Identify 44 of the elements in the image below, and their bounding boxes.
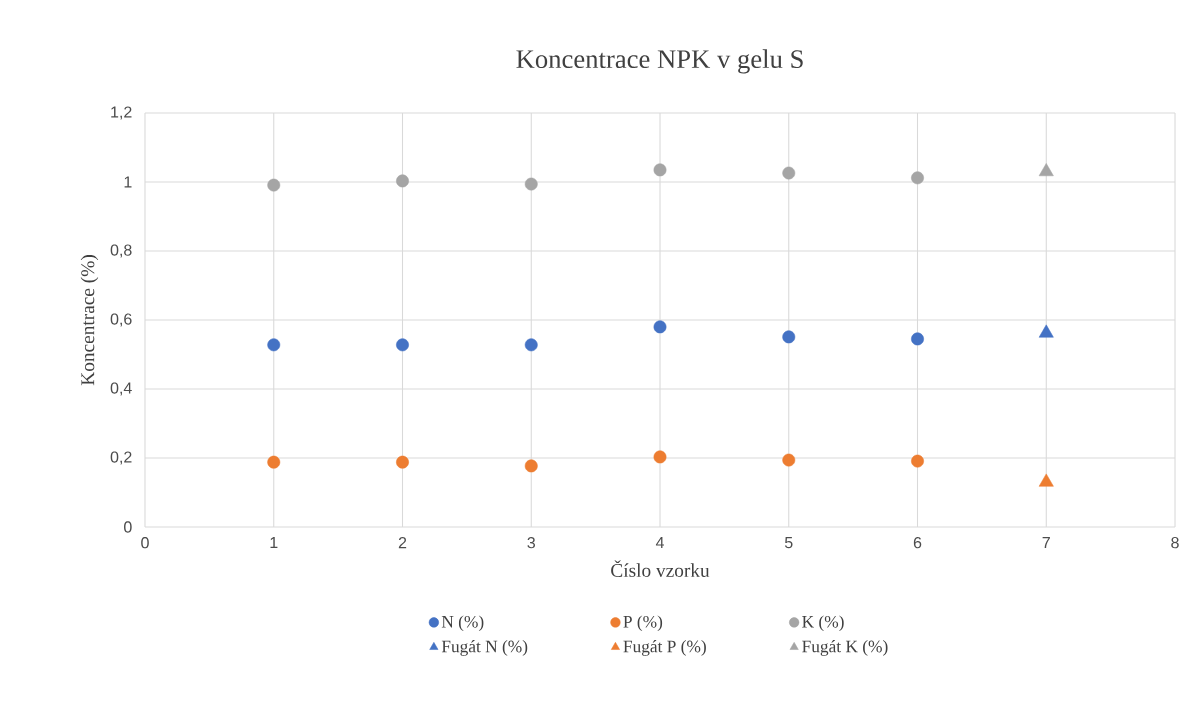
point: [524, 338, 538, 352]
y-axis-title: Koncentrace (%): [80, 255, 99, 386]
point: [267, 338, 281, 352]
legend-label: Fugát P (%): [623, 640, 706, 656]
x-tick-label: 2: [398, 537, 407, 549]
y-tick-label: 0,2: [110, 451, 132, 465]
point: [396, 455, 409, 469]
x-tick-label: 7: [1042, 537, 1050, 549]
x-axis-title: Číslo vzorku: [611, 560, 710, 577]
point: [267, 178, 281, 192]
legend-label: P (%): [623, 615, 663, 632]
x-tick-label: 3: [527, 537, 535, 549]
point: [653, 320, 667, 334]
legend-label: Fugát N (%): [441, 640, 528, 656]
x-tick-label: 8: [1171, 537, 1179, 549]
point: [396, 338, 409, 352]
chart-title: Koncentrace NPK v gelu S: [516, 49, 803, 74]
y-tick-label: 0: [124, 521, 132, 533]
point: [653, 163, 667, 177]
point: [524, 177, 538, 191]
point: [782, 453, 796, 467]
x-tick-label: 0: [141, 537, 149, 549]
y-tick-label: 1: [124, 176, 132, 188]
y-tick-label: 0,4: [110, 382, 132, 396]
point: [653, 450, 667, 464]
y-tick-label: 1,2: [111, 106, 132, 120]
point: [782, 330, 796, 344]
point: [911, 454, 924, 468]
point: [267, 455, 281, 469]
point: [782, 166, 796, 180]
legend-label: K (%): [802, 615, 844, 632]
x-tick-label: 1: [270, 537, 278, 549]
x-tick-label: 5: [784, 537, 793, 549]
x-tick-label: 4: [655, 537, 664, 549]
point: [911, 332, 924, 346]
y-tick-label: 0,8: [110, 244, 132, 258]
legend-label: Fugát K (%): [802, 640, 888, 656]
point: [1038, 163, 1054, 177]
legend-label: N (%): [441, 615, 484, 632]
x-tick-label: 6: [913, 537, 922, 549]
point: [396, 174, 409, 188]
point: [524, 459, 538, 473]
point: [911, 171, 924, 185]
y-tick-label: 0,6: [110, 313, 132, 327]
